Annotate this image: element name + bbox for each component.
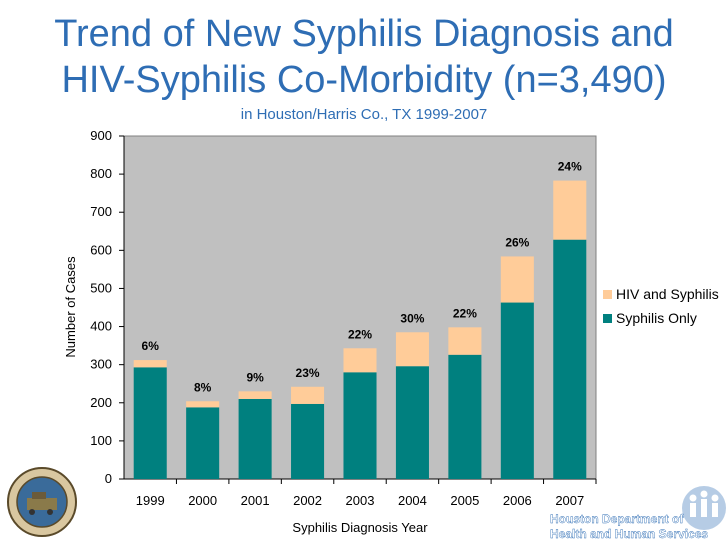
bar-syphilis-only [291,403,325,479]
bar-hiv-and-syphilis [186,401,220,408]
y-axis: 0 100 200 300 400 500 600 700 800 900 [90,128,125,486]
bar-hiv-and-syphilis [500,256,534,303]
bar-syphilis-only [343,372,377,479]
bar-syphilis-only [500,302,534,479]
x-tick-label: 2002 [293,493,322,508]
x-tick-label: 2005 [450,493,479,508]
city-of-houston-seal-icon [7,467,77,537]
bar-hiv-and-syphilis [238,391,272,399]
bar-percent-label: 26% [505,235,529,249]
x-tick-label: 1999 [136,493,165,508]
bar-percent-label: 23% [296,366,320,380]
y-tick-label: 400 [90,319,112,334]
bar-percent-label: 8% [194,380,212,394]
legend-swatch [603,314,612,323]
y-tick-label: 0 [105,471,112,486]
x-axis-title: Syphilis Diagnosis Year [292,520,428,535]
bar-hiv-and-syphilis [291,386,325,404]
svg-text:Houston Department of: Houston Department of [550,512,684,526]
bar-syphilis-only [186,407,220,479]
bar-hiv-and-syphilis [448,327,482,355]
x-tick-label: 2003 [346,493,375,508]
bar-syphilis-only [553,239,587,479]
bar-syphilis-only [395,366,429,479]
bar-percent-label: 24% [558,160,582,174]
y-tick-label: 200 [90,395,112,410]
bar-percent-label: 22% [348,327,372,341]
legend-swatch [603,290,612,299]
legend: HIV and Syphilis Syphilis Only [603,286,719,326]
slide-title-line-1: Trend of New Syphilis Diagnosis and [54,13,674,55]
bar-percent-label: 9% [246,370,264,384]
bar-syphilis-only [238,398,272,479]
y-tick-label: 300 [90,357,112,372]
bar-labels-group: 6% 8% 9% 23% 22% 30% 22% 26% 24% [142,160,583,395]
y-axis-title: Number of Cases [63,256,78,358]
bar-hiv-and-syphilis [553,180,587,240]
x-tick-label: 2000 [188,493,217,508]
bar-percent-label: 22% [453,306,477,320]
bar-percent-label: 6% [142,339,160,353]
y-tick-label: 900 [90,128,112,143]
slide-title-line-2: HIV-Syphilis Co-Morbidity (n=3,490) [61,59,667,101]
legend-label: Syphilis Only [616,310,697,326]
y-tick-label: 500 [90,280,112,295]
x-axis: 1999 2000 2001 2002 2003 2004 2005 2006 2007 [124,478,597,508]
x-tick-label: 2007 [555,493,584,508]
y-tick-label: 700 [90,204,112,219]
x-tick-label: 2004 [398,493,427,508]
bar-hiv-and-syphilis [395,332,429,367]
legend-label: HIV and Syphilis [616,286,719,302]
bar-percent-label: 30% [400,311,424,325]
x-tick-label: 2006 [503,493,532,508]
bar-syphilis-only [133,367,167,479]
bars-group [133,180,587,479]
health-department-logo-icon: Houston Department of Health and Human S… [550,486,726,541]
bar-syphilis-only [448,354,482,479]
y-tick-label: 100 [90,433,112,448]
x-tick-label: 2001 [241,493,270,508]
svg-text:Health and Human Services: Health and Human Services [550,527,708,541]
y-tick-label: 800 [90,166,112,181]
bar-hiv-and-syphilis [133,360,167,368]
bar-hiv-and-syphilis [343,348,377,373]
slide-subtitle: in Houston/Harris Co., TX 1999-2007 [240,106,488,123]
y-tick-label: 600 [90,242,112,257]
